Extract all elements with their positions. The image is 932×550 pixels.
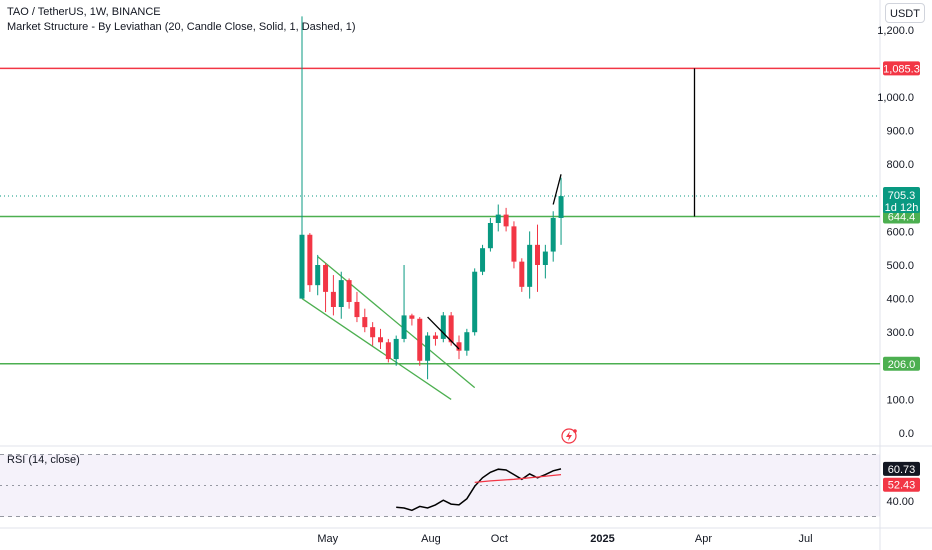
candle-body xyxy=(425,335,431,361)
channel-line xyxy=(317,256,476,389)
price-tick-label: 600.0 xyxy=(886,226,914,238)
drawn-line xyxy=(427,316,460,350)
symbol-title: TAO / TetherUS, 1W, BINANCE xyxy=(7,6,161,18)
candle-body xyxy=(299,234,305,299)
price-tick-label: 100.0 xyxy=(886,394,914,406)
level-badge: 644.4 xyxy=(888,211,916,223)
price-tick-label: 400.0 xyxy=(886,294,914,306)
candle-body xyxy=(346,280,352,302)
candle-body xyxy=(338,280,344,307)
candle-body xyxy=(480,248,486,272)
candle-body xyxy=(558,196,564,218)
time-axis-label: Jul xyxy=(798,533,812,545)
candle-body xyxy=(401,315,407,339)
price-tick-label: 1,000.0 xyxy=(877,92,914,104)
candle-body xyxy=(535,244,540,265)
candle-body xyxy=(511,226,517,262)
rsi-value-badge: 60.73 xyxy=(888,464,916,476)
time-axis-label: 2025 xyxy=(590,533,614,545)
price-tick-label: 500.0 xyxy=(886,260,914,272)
level-badge: 206.0 xyxy=(888,359,916,371)
candle-body xyxy=(393,338,399,360)
candle-body xyxy=(330,291,336,307)
candle-body xyxy=(354,301,360,318)
price-tick-label: 0.0 xyxy=(899,428,914,440)
candle-body xyxy=(550,217,556,252)
time-axis-label: May xyxy=(317,533,338,545)
price-tick-label: 900.0 xyxy=(886,126,914,138)
candle-body xyxy=(527,244,533,287)
price-tick-label: 1,200.0 xyxy=(877,25,914,37)
candle-body xyxy=(378,337,383,343)
candle-body xyxy=(417,318,423,361)
time-axis-label: Aug xyxy=(421,533,441,545)
candle-body xyxy=(472,271,478,333)
level-badge-bg xyxy=(883,356,920,371)
candle-body xyxy=(503,214,509,227)
rsi-tick-label: 40.00 xyxy=(886,496,914,508)
candle-body xyxy=(315,265,321,286)
currency-button[interactable]: USDT xyxy=(885,3,925,23)
candle-body xyxy=(323,265,329,292)
candle-body xyxy=(519,261,525,287)
price-tick-label: 800.0 xyxy=(886,159,914,171)
price-tick-label: 300.0 xyxy=(886,327,914,339)
candle-body xyxy=(495,214,501,223)
level-badge: 1,085.3 xyxy=(883,63,920,75)
rsi-legend: RSI (14, close) xyxy=(7,454,80,466)
candle-body xyxy=(542,251,548,265)
rsi-value-badge-bg xyxy=(883,461,920,476)
candle-body xyxy=(307,234,313,286)
candle-body xyxy=(440,315,446,339)
channel-line xyxy=(301,298,452,400)
drawn-line xyxy=(552,174,562,205)
candle-body xyxy=(464,332,470,351)
current-price-badge-bg xyxy=(883,187,920,214)
candle-body xyxy=(385,342,391,360)
candle-body xyxy=(456,342,462,351)
candle-body xyxy=(432,335,438,339)
rsi-ma-line xyxy=(474,473,562,484)
candle-body xyxy=(409,315,415,319)
candle-body xyxy=(362,317,368,328)
rsi-ma-value-badge: 52.43 xyxy=(888,480,916,492)
level-badge-bg xyxy=(883,61,920,76)
time-axis-label: Oct xyxy=(491,533,508,545)
current-price-badge: 705.3 xyxy=(888,190,916,202)
bar-countdown: 1d 12h xyxy=(885,202,919,214)
candle-body xyxy=(487,223,493,249)
time-axis-label: Apr xyxy=(695,533,712,545)
indicator-legend: Market Structure - By Leviathan (20, Can… xyxy=(7,21,356,33)
candle-body xyxy=(370,327,376,338)
lightning-icon[interactable] xyxy=(561,428,577,444)
candle-body xyxy=(448,315,454,343)
rsi-ma-value-badge-bg xyxy=(883,477,920,492)
